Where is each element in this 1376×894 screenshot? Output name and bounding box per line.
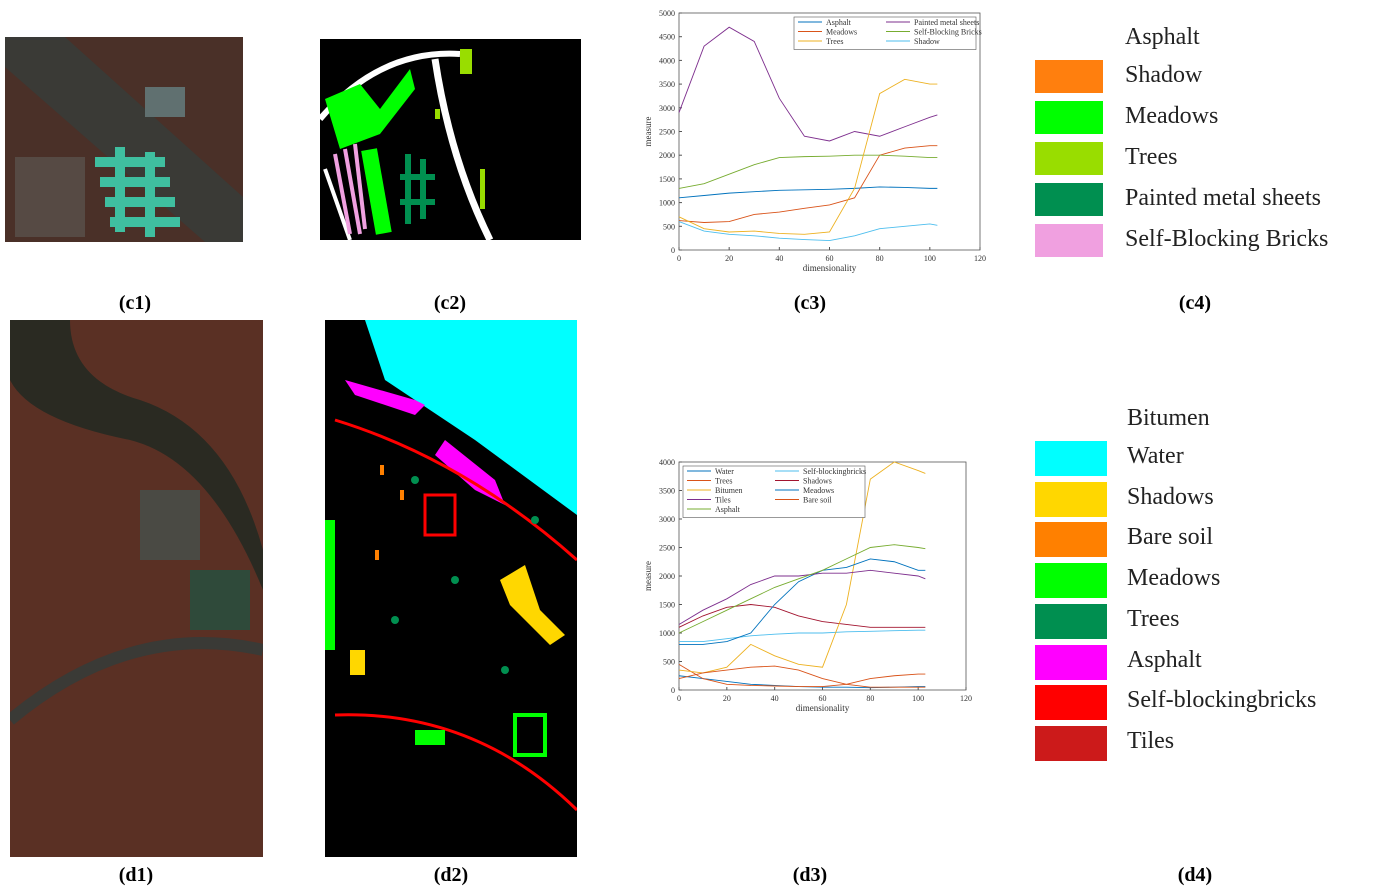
legend-swatch [1035,563,1107,598]
chart-c3: 0500100015002000250030003500400045005000… [640,0,1000,280]
legend-swatch [1035,685,1107,720]
x-tick-label: 120 [960,694,972,703]
legend-label: Meadows [803,486,834,495]
legend-label: Tiles [1127,728,1174,755]
legend-label: Asphalt [826,18,852,27]
legend-swatch [1035,441,1107,476]
legend-swatch [1035,183,1103,216]
x-tick-label: 60 [819,694,827,703]
y-tick-label: 2500 [659,544,675,553]
x-tick-label: 20 [723,694,731,703]
panel-caption: (d4) [1178,864,1212,887]
legend-swatch [1035,224,1103,257]
legend-label: Bitumen [715,486,743,495]
legend-label: Asphalt [715,505,741,514]
x-tick-label: 80 [876,254,884,263]
legend-label: Trees [1127,606,1179,633]
x-tick-label: 100 [912,694,924,703]
y-tick-label: 3500 [659,80,675,89]
legend-label: Meadows [1125,103,1218,130]
y-axis-label: measure [643,561,653,591]
legend-label: Self-Blocking Bricks [914,28,982,37]
legend-label: Asphalt [1127,647,1202,674]
chart-d3: 0 500 1000 1500 2000 2500 3000 3500 4000 0 20 40 60 8… [640,450,1000,730]
panel-caption: (d2) [434,864,468,887]
y-axis-label: measure [643,117,653,147]
legend-swatch [1035,645,1107,680]
y-tick-label: 1500 [659,601,675,610]
image-d1 [10,320,263,857]
x-tick-label: 40 [771,694,779,703]
x-tick-label: 80 [866,694,874,703]
y-tick-label: 2500 [659,128,675,137]
x-tick-label: 100 [924,254,936,263]
legend-label: Painted metal sheets [914,18,979,27]
y-tick-label: 5000 [659,9,675,18]
image-c2 [320,39,581,240]
y-tick-label: 4500 [659,33,675,42]
y-tick-label: 0 [671,246,675,255]
legend-label: Shadow [1125,62,1202,89]
legend-label: Shadows [803,477,832,486]
legend-label: Shadow [914,37,940,46]
legend-swatch [1035,604,1107,639]
legend-label: Water [1127,443,1184,470]
x-axis-label: dimensionality [796,703,850,713]
y-tick-label: 500 [663,222,675,231]
panel-caption: (d1) [119,864,153,887]
panel-caption: (c4) [1179,292,1211,315]
legend-swatch [1035,142,1103,175]
legend-swatch [1035,101,1103,134]
y-tick-label: 0 [671,686,675,695]
y-tick-label: 4000 [659,458,675,467]
x-tick-label: 20 [725,254,733,263]
legend-label: Trees [1125,144,1177,171]
y-tick-label: 2000 [659,151,675,160]
x-tick-label: 40 [775,254,783,263]
x-axis-label: dimensionality [803,263,857,273]
y-tick-label: 1500 [659,175,675,184]
legend-swatch [1035,522,1107,557]
y-tick-label: 2000 [659,572,675,581]
legend-label: Shadows [1127,484,1214,511]
legend-swatch [1035,726,1107,761]
legend-heading: Bitumen [1127,405,1210,432]
image-c1 [5,37,243,242]
legend-label: Bare soil [1127,524,1213,551]
legend-label: Self-blockingbricks [1127,687,1316,714]
y-tick-label: 1000 [659,199,675,208]
legend-label: Trees [826,37,843,46]
legend-label: Trees [715,477,732,486]
panel-caption: (d3) [793,864,827,887]
y-tick-label: 500 [663,658,675,667]
x-tick-label: 60 [826,254,834,263]
x-tick-label: 120 [974,254,986,263]
figure: 0500100015002000250030003500400045005000… [0,0,1376,894]
x-tick-label: 0 [677,254,681,263]
image-d2 [325,320,577,857]
x-tick-label: 0 [677,694,681,703]
legend-swatch [1035,60,1103,93]
y-tick-label: 3000 [659,515,675,524]
panel-caption: (c1) [119,292,151,315]
legend-label: Painted metal sheets [1125,185,1321,212]
y-tick-label: 1000 [659,629,675,638]
y-tick-label: 3000 [659,104,675,113]
legend-label: Self-Blocking Bricks [1125,226,1328,253]
panel-caption: (c2) [434,292,466,315]
legend-heading: Asphalt [1125,24,1200,51]
legend-swatch [1035,482,1107,517]
legend-label: Water [715,467,734,476]
legend-label: Tiles [715,496,731,505]
legend-label: Meadows [1127,565,1220,592]
legend-label: Self-blockingbricks [803,467,866,476]
panel-caption: (c3) [794,292,826,315]
legend-label: Bare soil [803,496,832,505]
legend-label: Meadows [826,28,857,37]
y-tick-label: 4000 [659,56,675,65]
y-tick-label: 3500 [659,487,675,496]
